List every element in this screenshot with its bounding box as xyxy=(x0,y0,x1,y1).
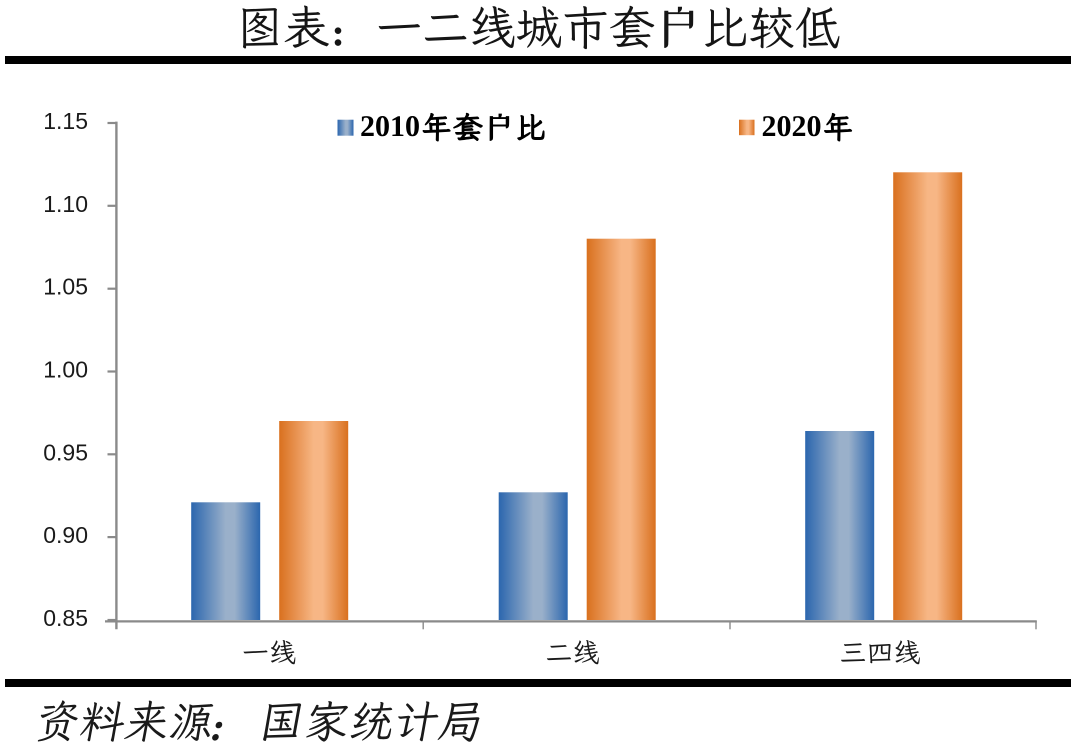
svg-text:1.00: 1.00 xyxy=(43,357,88,383)
svg-text:1.05: 1.05 xyxy=(43,274,88,300)
svg-text:0.95: 0.95 xyxy=(43,439,88,465)
svg-text:1.10: 1.10 xyxy=(43,191,88,217)
svg-text:0.85: 0.85 xyxy=(43,605,88,631)
svg-text:0.90: 0.90 xyxy=(43,522,88,548)
svg-text:1.15: 1.15 xyxy=(43,108,88,134)
